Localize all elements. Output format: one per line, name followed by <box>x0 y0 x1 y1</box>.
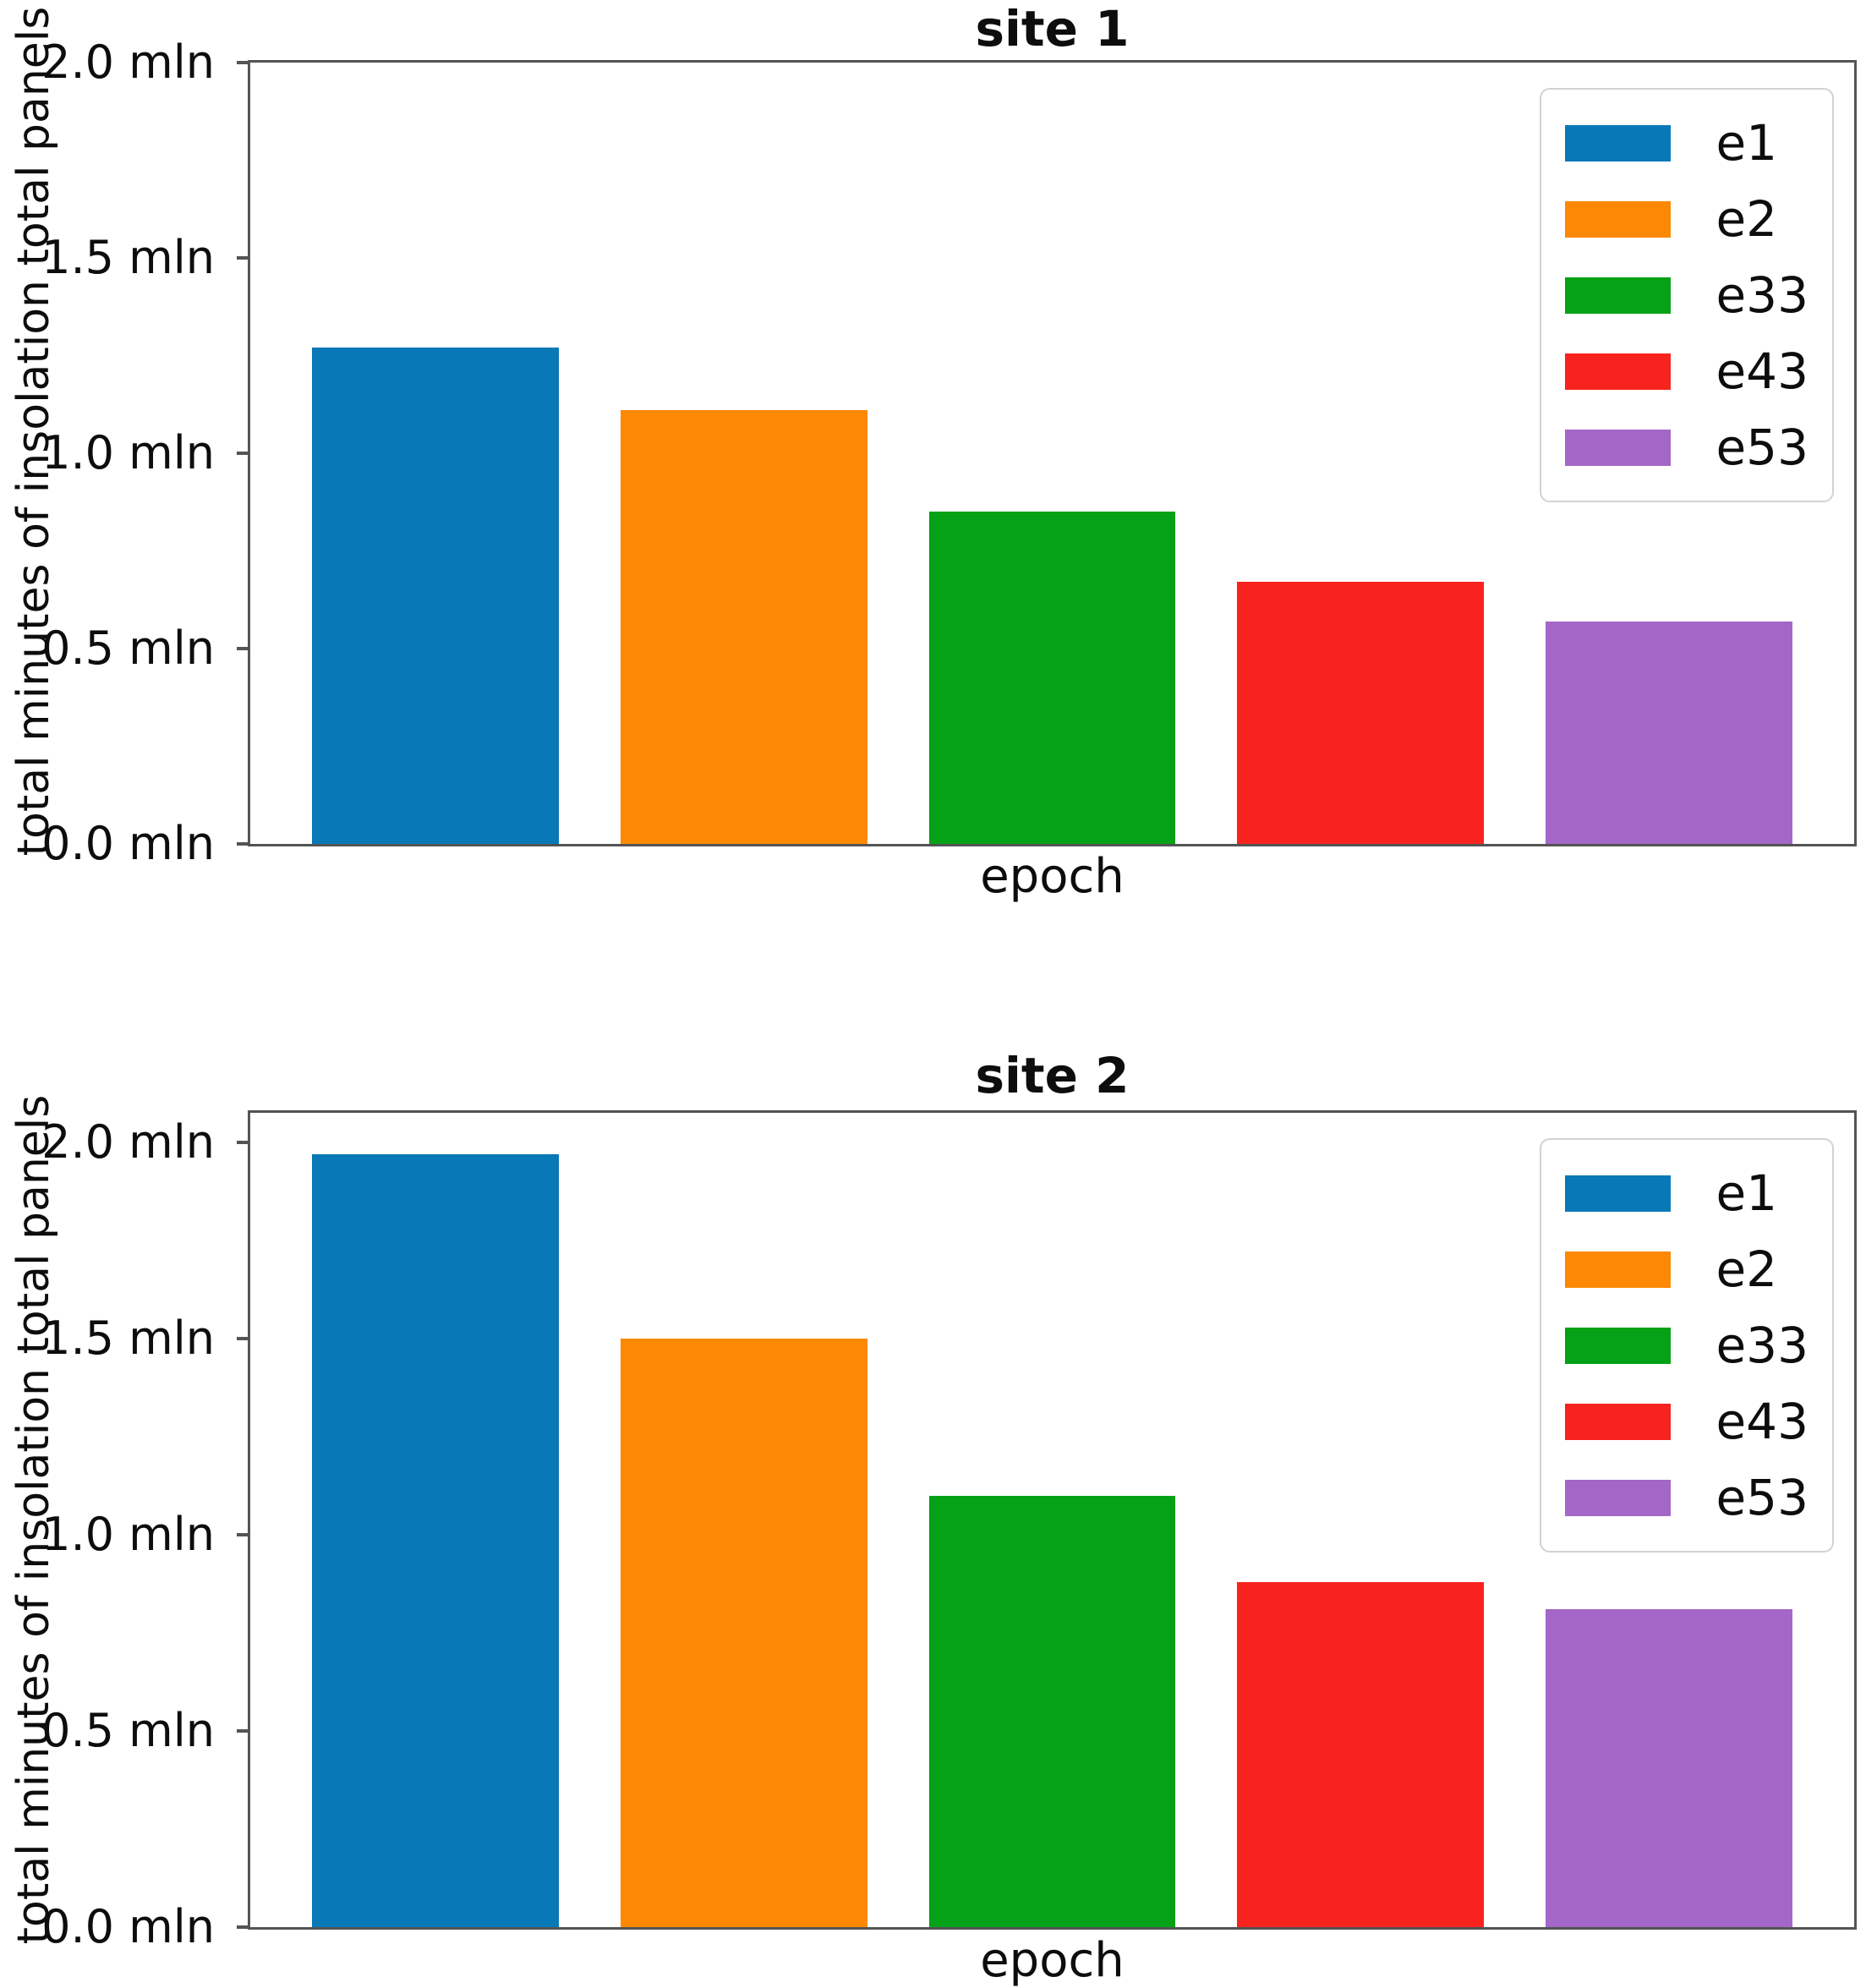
ytick-label: 1.0 mln <box>41 1507 215 1561</box>
chart-1-bar-e1 <box>311 348 559 844</box>
legend-label: e43 <box>1716 1393 1809 1450</box>
legend-row: e2 <box>1564 181 1809 257</box>
chart-1-legend: e1 e2 e33 e43 e53 <box>1539 88 1834 502</box>
legend-swatch-e43 <box>1564 353 1671 390</box>
ytick-label: 1.0 mln <box>41 426 215 479</box>
chart-2-plot-area: 0.0 mln 0.5 mln 1.0 mln 1.5 mln 2.0 mln <box>41 1110 1857 1953</box>
chart-2-bar-e53 <box>1546 1609 1793 1927</box>
legend-label: e53 <box>1716 419 1809 476</box>
legend-row: e33 <box>1564 257 1809 333</box>
tick-mark <box>237 1532 250 1536</box>
ytick-label: 2.0 mln <box>41 36 215 89</box>
chart-1-ytick-4: 2.0 mln <box>41 36 250 90</box>
tick-mark <box>237 1925 250 1929</box>
legend-label: e1 <box>1716 1164 1778 1222</box>
tick-mark <box>237 1728 250 1733</box>
chart-1-ytick-1: 0.5 mln <box>41 622 250 676</box>
chart-2-ytick-2: 1.0 mln <box>41 1508 250 1562</box>
chart-1-ytick-3: 1.5 mln <box>41 231 250 285</box>
chart-2-ytick-4: 2.0 mln <box>41 1115 250 1169</box>
legend-label: e33 <box>1716 266 1809 324</box>
chart-1-title: site 1 <box>975 0 1130 58</box>
legend-swatch-e53 <box>1564 429 1671 466</box>
legend-label: e2 <box>1716 1240 1778 1298</box>
chart-1-bar-e53 <box>1546 621 1793 844</box>
chart-1-ytick-2: 1.0 mln <box>41 426 250 480</box>
ytick-label: 1.5 mln <box>41 1311 215 1365</box>
chart-1-bar-e2 <box>620 410 867 844</box>
ytick-label: 2.0 mln <box>41 1114 215 1169</box>
chart-2-bar-e43 <box>1237 1581 1485 1927</box>
ytick-label: 0.0 mln <box>41 1900 215 1953</box>
chart-1-ytick-0: 0.0 mln <box>41 817 250 871</box>
chart-2-ytick-3: 1.5 mln <box>41 1312 250 1366</box>
legend-swatch-e33 <box>1564 277 1671 314</box>
chart-2-ytick-1: 0.5 mln <box>41 1704 250 1758</box>
legend-swatch-e43 <box>1564 1403 1671 1440</box>
legend-label: e53 <box>1716 1469 1809 1526</box>
chart-2-ytick-0: 0.0 mln <box>41 1900 250 1954</box>
tick-mark <box>237 452 250 455</box>
ytick-label: 1.5 mln <box>41 231 215 284</box>
legend-swatch-e1 <box>1564 1175 1671 1212</box>
ytick-label: 0.0 mln <box>41 817 215 870</box>
legend-label: e1 <box>1716 114 1778 172</box>
legend-row: e33 <box>1564 1307 1809 1383</box>
chart-1-plot-area: 0.0 mln 0.5 mln 1.0 mln 1.5 mln 2.0 mln <box>41 36 1857 870</box>
tick-mark <box>237 842 250 846</box>
legend-row: e2 <box>1564 1231 1809 1307</box>
chart-1-bar-e43 <box>1237 582 1485 844</box>
legend-row: e1 <box>1564 105 1809 181</box>
ytick-label: 0.5 mln <box>41 622 215 675</box>
chart-1-bar-e33 <box>928 512 1176 844</box>
chart-2-bar-e1 <box>311 1153 559 1927</box>
chart-2-x-axis-label: epoch <box>980 1933 1125 1988</box>
legend-label: e43 <box>1716 342 1809 400</box>
tick-mark <box>237 61 250 64</box>
legend-row: e43 <box>1564 333 1809 409</box>
legend-row: e43 <box>1564 1383 1809 1460</box>
chart-2-bar-e33 <box>928 1495 1176 1927</box>
tick-mark <box>237 1336 250 1340</box>
chart-2-bar-e2 <box>620 1338 867 1927</box>
legend-swatch-e2 <box>1564 200 1671 238</box>
legend-swatch-e1 <box>1564 124 1671 162</box>
legend-row: e53 <box>1564 409 1809 485</box>
chart-2-title: site 2 <box>975 1047 1130 1104</box>
legend-label: e2 <box>1716 190 1778 248</box>
legend-swatch-e33 <box>1564 1327 1671 1364</box>
legend-swatch-e2 <box>1564 1251 1671 1288</box>
tick-mark <box>237 1140 250 1144</box>
ytick-label: 0.5 mln <box>41 1703 215 1757</box>
legend-swatch-e53 <box>1564 1479 1671 1516</box>
legend-row: e53 <box>1564 1460 1809 1536</box>
tick-mark <box>237 256 250 260</box>
chart-1-x-axis-label: epoch <box>980 849 1125 904</box>
tick-mark <box>237 647 250 650</box>
legend-label: e33 <box>1716 1317 1809 1374</box>
legend-row: e1 <box>1564 1155 1809 1231</box>
chart-2-legend: e1 e2 e33 e43 e53 <box>1539 1138 1834 1553</box>
